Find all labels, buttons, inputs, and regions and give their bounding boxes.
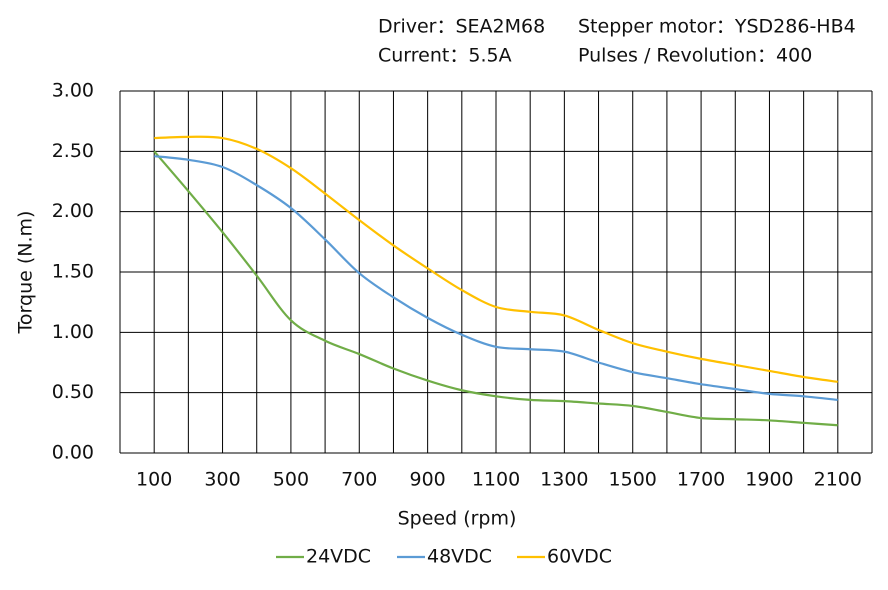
series-line [153, 150, 838, 427]
legend-label: 24VDC [306, 546, 371, 568]
annotation: Current：5.5A [378, 45, 512, 67]
x-tick-label: 1300 [540, 469, 588, 491]
legend-label: 60VDC [547, 546, 612, 568]
y-tick-label: 2.00 [52, 200, 94, 222]
y-tick-label: 1.50 [52, 261, 94, 283]
x-tick-label: 500 [273, 469, 309, 491]
x-tick-label: 2100 [814, 469, 862, 491]
x-tick-label: 300 [204, 469, 240, 491]
series-line [154, 155, 838, 402]
annotation: Stepper motor：YSD286-HB4 [578, 16, 856, 38]
x-tick-label: 700 [341, 469, 377, 491]
series-line [154, 135, 838, 383]
annotation: Pulses / Revolution：400 [578, 45, 812, 67]
y-tick-label: 3.00 [52, 80, 94, 102]
y-tick-label: 2.50 [52, 140, 94, 162]
x-tick-label: 1100 [472, 469, 520, 491]
y-tick-label: 0.00 [52, 442, 94, 464]
x-tick-label: 100 [136, 469, 172, 491]
y-tick-label: 0.50 [52, 381, 94, 403]
x-axis-label: Speed (rpm) [398, 508, 517, 530]
y-tick-label: 1.00 [52, 321, 94, 343]
x-tick-label: 1500 [609, 469, 657, 491]
annotation: Driver：SEA2M68 [378, 16, 545, 38]
legend-label: 48VDC [427, 546, 492, 568]
x-tick-label: 1900 [745, 469, 793, 491]
x-tick-label: 900 [410, 469, 446, 491]
y-axis-label: Torque (N.m) [15, 211, 37, 335]
x-tick-label: 1700 [677, 469, 725, 491]
